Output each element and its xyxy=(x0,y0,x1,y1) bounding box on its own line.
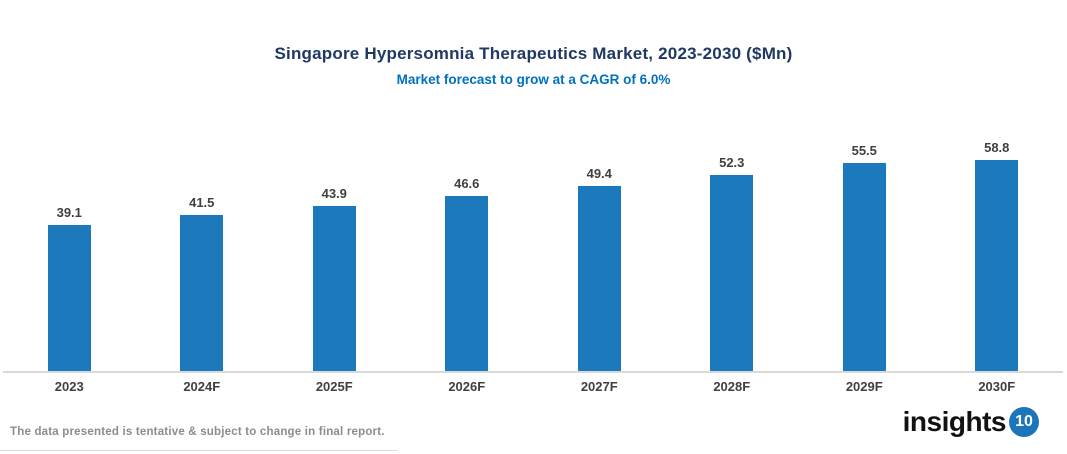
bar-value-label: 39.1 xyxy=(56,204,82,220)
x-axis-tick-label: 2024F xyxy=(183,379,221,394)
x-axis-tick-label: 2026F xyxy=(448,379,486,394)
bar-slot: 43.9 xyxy=(268,140,401,372)
logo-wordmark: insights xyxy=(902,406,1007,437)
x-axis-tick-label: 2023 xyxy=(54,379,84,394)
bar-value-label: 49.4 xyxy=(586,165,612,181)
disclaimer-text: The data presented is tentative & subjec… xyxy=(10,426,385,438)
x-axis-line xyxy=(3,371,1063,373)
bar-value-label: 58.8 xyxy=(984,140,1010,155)
bar-slot: 39.1 xyxy=(3,140,136,372)
chart-subtitle: Market forecast to grow at a CAGR of 6.0… xyxy=(396,72,671,87)
logo-badge-circle: 10 xyxy=(1009,407,1039,437)
x-axis-tick-label: 2028F xyxy=(713,379,751,394)
bar xyxy=(975,160,1019,372)
bar-value-label: 55.5 xyxy=(851,142,877,158)
bar-slot: 41.5 xyxy=(136,140,269,372)
x-axis-tick-label: 2027F xyxy=(580,379,618,394)
bar-slot: 52.3 xyxy=(666,140,799,372)
bar xyxy=(842,162,886,372)
bar-value-label: 46.6 xyxy=(454,176,480,192)
chart-title: Singapore Hypersomnia Therapeutics Marke… xyxy=(274,44,793,63)
insights10-logo: insights 10 xyxy=(903,407,1039,437)
bar xyxy=(710,174,754,372)
bar-slot: 58.8 xyxy=(931,140,1064,372)
x-axis-tick-label: 2030F xyxy=(978,379,1016,394)
footer-divider xyxy=(0,450,397,451)
bar xyxy=(47,224,91,372)
x-axis-tick-label: 2029F xyxy=(845,379,883,394)
bar xyxy=(180,215,224,372)
bar-value-label: 52.3 xyxy=(719,154,745,170)
bar-slot: 49.4 xyxy=(533,140,666,372)
bar-plot-area: 39.1 41.5 43.9 46.6 49.4 52.3 55.5 58.8 xyxy=(3,140,1063,372)
x-axis-tick-label: 2025F xyxy=(315,379,353,394)
bar xyxy=(312,206,356,372)
bar-slot: 46.6 xyxy=(401,140,534,372)
bar xyxy=(577,185,621,372)
bar-value-label: 41.5 xyxy=(189,195,215,211)
bar xyxy=(445,196,489,372)
bar-slot: 55.5 xyxy=(798,140,931,372)
x-axis-labels: 2023 2024F 2025F 2026F 2027F 2028F 2029F 2030F xyxy=(3,379,1063,394)
chart-header: Singapore Hypersomnia Therapeutics Marke… xyxy=(0,44,1067,87)
bar-value-label: 43.9 xyxy=(321,186,347,202)
